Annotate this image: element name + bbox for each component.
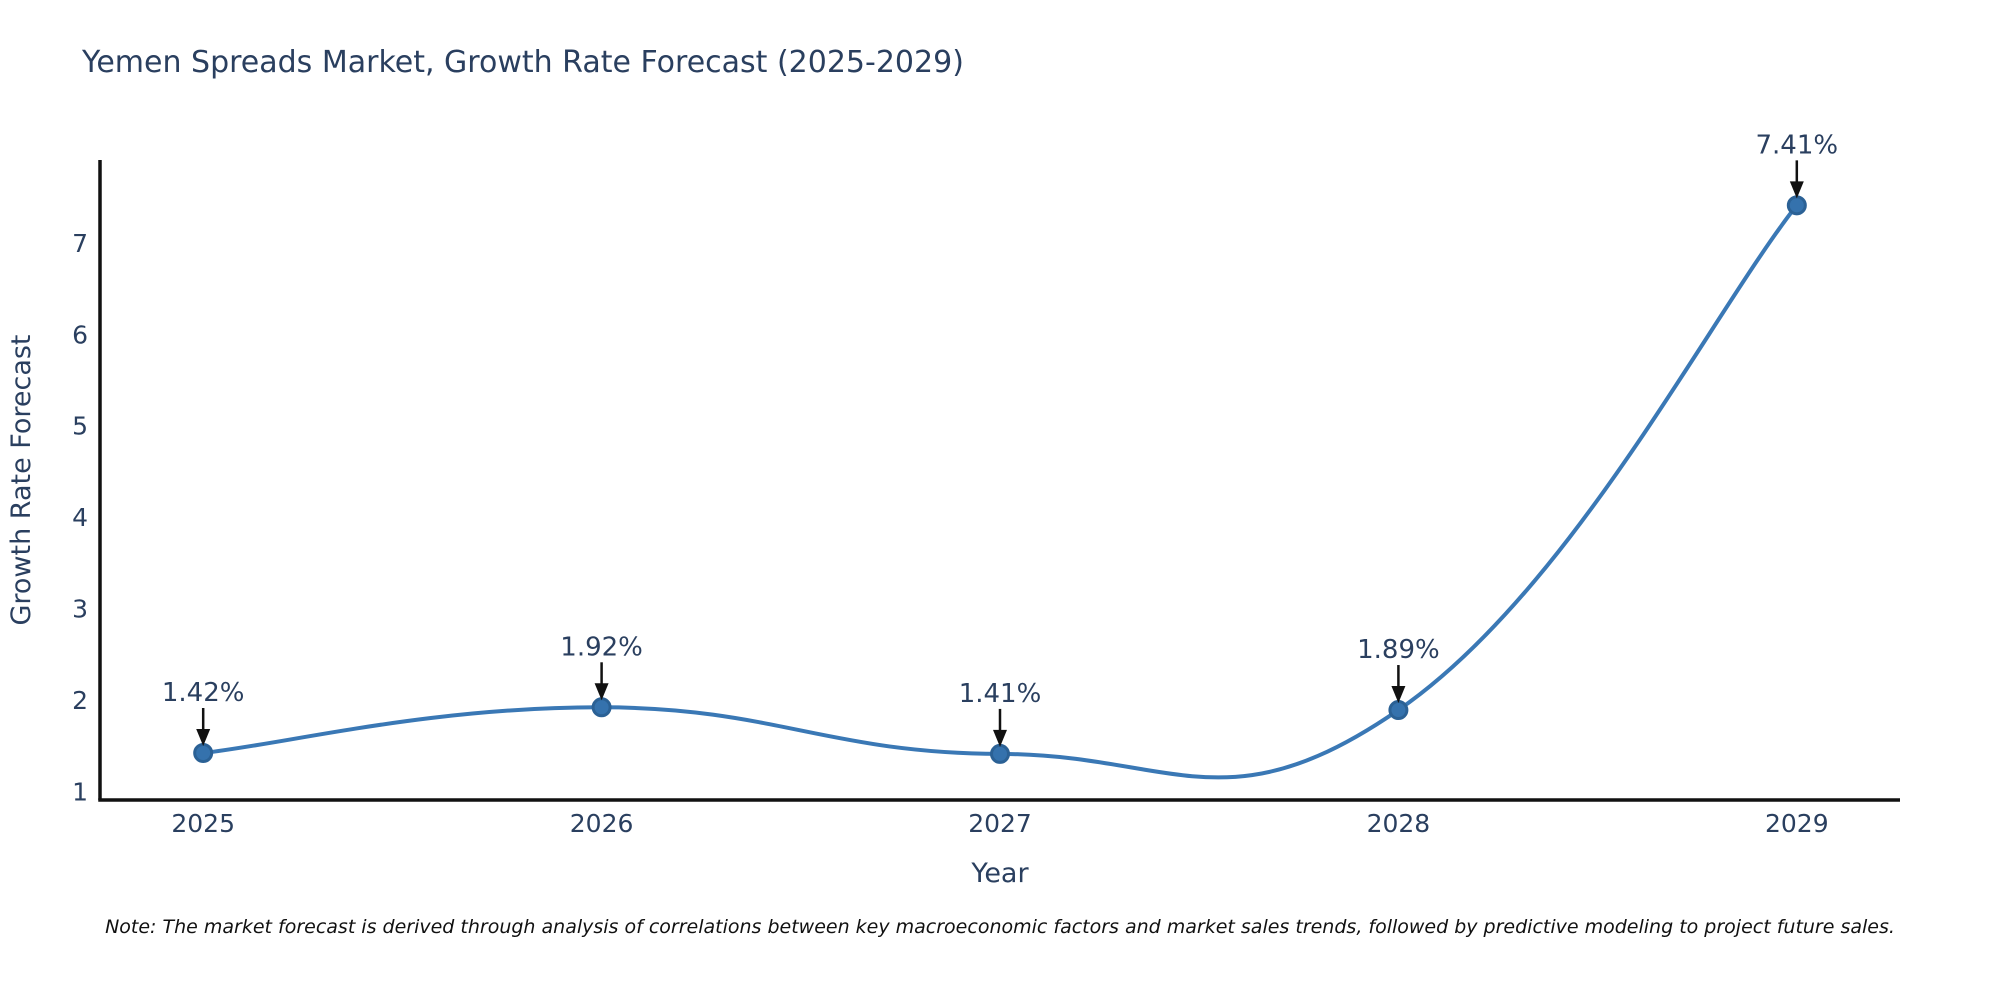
annotation-arrowhead [1789,181,1804,199]
x-tick-label: 2026 [570,809,634,838]
y-tick-label: 5 [72,412,88,441]
annotation-arrowhead [993,729,1007,747]
annotation-label: 1.41% [959,679,1042,709]
data-point-marker [1388,700,1409,721]
y-tick-label: 2 [72,686,88,715]
y-tick-label: 3 [72,595,88,624]
annotation-arrowhead [594,683,609,701]
y-tick-label: 7 [72,229,88,258]
annotation-arrowhead [196,729,211,747]
footnote: Note: The market forecast is derived thr… [105,916,1895,938]
x-tick-label: 2029 [1765,809,1829,838]
y-tick-label: 6 [72,320,88,349]
x-tick-label: 2025 [171,809,235,838]
annotation-label: 7.41% [1756,130,1839,160]
annotation-label: 1.42% [162,678,245,708]
chart-title: Yemen Spreads Market, Growth Rate Foreca… [82,45,964,80]
x-axis-title: Year [970,858,1029,889]
y-axis-title: Growth Rate Forecast [6,334,37,625]
annotation-label: 1.89% [1357,635,1440,665]
y-tick-label: 4 [72,503,88,532]
annotation-label: 1.92% [560,632,643,662]
x-tick-label: 2027 [968,809,1032,838]
data-point-marker [1786,195,1807,216]
y-tick-label: 1 [72,777,88,806]
data-point-marker [591,697,612,718]
annotation-arrowhead [1391,686,1406,704]
trend-line [201,203,1799,780]
data-point-marker [990,743,1010,764]
x-tick-label: 2028 [1367,809,1431,838]
data-point-marker [193,743,214,764]
